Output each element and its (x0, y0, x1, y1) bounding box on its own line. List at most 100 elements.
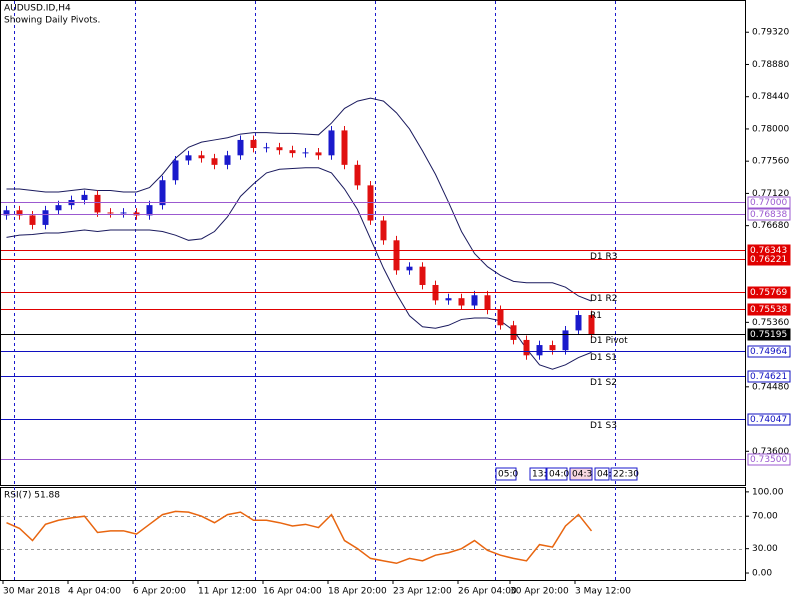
price-box-label: 0.76221 (750, 255, 787, 265)
candle-body (107, 212, 114, 214)
x-tick-label: 23 Apr 12:00 (393, 587, 452, 597)
pivot-label: D1 S1 (590, 353, 617, 363)
price-box-label: 0.77000 (750, 198, 787, 208)
candle-body (406, 266, 413, 271)
x-tick-label: 4 Apr 04:00 (68, 587, 121, 597)
candle-body (549, 345, 556, 351)
price-box-label: 0.75538 (750, 305, 787, 315)
candle-body (380, 220, 387, 241)
pivot-label: D1 S2 (590, 378, 617, 388)
x-tick-label: 18 Apr 20:00 (328, 587, 387, 597)
candle-body (523, 339, 530, 356)
candle-body (471, 295, 478, 306)
y-tick-label: 0.77120 (752, 189, 789, 199)
time-label: 13:0 (532, 470, 552, 480)
candle-body (458, 298, 465, 306)
candle-body (276, 147, 283, 151)
candle-body (419, 266, 426, 285)
chart-subtitle: Showing Daily Pivots. (4, 16, 100, 26)
price-box (747, 328, 791, 341)
y-tick-label: 0.74480 (752, 382, 789, 392)
candle-body (302, 152, 309, 154)
time-box (529, 467, 547, 481)
candle-body (120, 212, 127, 214)
price-box (747, 303, 791, 316)
y-tick-label: 0.76680 (752, 221, 789, 231)
separators (14, 1, 616, 580)
candle-body (393, 240, 400, 271)
candle-body (94, 194, 101, 213)
x-tick-label: 6 Apr 20:00 (133, 587, 186, 597)
price-box-label: 0.75769 (750, 288, 787, 298)
time-box (610, 467, 638, 481)
candle-body (42, 210, 49, 225)
price-box-label: 0.76838 (750, 210, 787, 220)
candle-body (16, 210, 23, 216)
candle-body (588, 315, 595, 335)
time-label: 04:0 (549, 470, 569, 480)
pivot-label: D1 Pivot (590, 336, 628, 346)
candle-body (250, 139, 257, 148)
candle-body (211, 158, 218, 165)
y-tick-label: 0.73600 (752, 447, 789, 457)
candle-body (341, 130, 348, 165)
candle-body (172, 160, 179, 181)
candle-body (146, 205, 153, 216)
candle-body (445, 298, 452, 301)
candle-body (159, 180, 166, 206)
time-label: 05:0 (498, 470, 518, 480)
time-box (546, 467, 568, 481)
candle-body (562, 330, 569, 351)
y-tick-label: 0.78440 (752, 92, 789, 102)
pivot-label: R1 (590, 311, 602, 321)
y-tick-label: 100.00 (752, 487, 784, 497)
x-tick-label: 26 Apr 04:00 (458, 587, 517, 597)
x-tick-label: 30 Mar 2018 (3, 587, 60, 597)
candle-body (224, 155, 231, 165)
bollinger-band (6, 97, 592, 302)
candle-body (510, 325, 517, 340)
time-label: 22:30 (613, 470, 639, 480)
candle-body (3, 210, 10, 216)
candle-body (237, 139, 244, 156)
candle-body (315, 152, 322, 156)
time-box (594, 467, 610, 481)
pivot-label: D1 S3 (590, 421, 617, 431)
time-box (569, 467, 593, 481)
time-label: 04:3 (572, 470, 592, 480)
price-box-label: 0.74047 (750, 415, 787, 425)
price-box (747, 253, 791, 266)
price-box (747, 413, 791, 426)
pivot-label: D1 R2 (590, 294, 618, 304)
price-box-label: 0.76343 (750, 246, 787, 256)
price-box (747, 370, 791, 383)
candle-body (289, 150, 296, 154)
candle-body (536, 345, 543, 356)
price-box (747, 208, 791, 221)
candle-body (55, 205, 62, 211)
candle-body (29, 215, 36, 225)
rsi-line (6, 510, 593, 565)
price-box (747, 453, 791, 466)
price-box-label: 0.75195 (750, 330, 787, 340)
candle-body (497, 309, 504, 326)
pivot-label: D1 R3 (590, 252, 618, 262)
candle-body (263, 147, 270, 149)
price-box (747, 196, 791, 209)
price-box-label: 0.74964 (750, 347, 787, 357)
time-box (495, 467, 517, 481)
x-tick-label: 3 May 12:00 (575, 587, 631, 597)
x-tick-label: 16 Apr 04:00 (263, 587, 322, 597)
x-tick-label: 11 Apr 12:00 (198, 587, 257, 597)
chart-title: AUDUSD.ID,H4 (4, 4, 71, 14)
price-panel (0, 0, 746, 486)
candle-body (185, 155, 192, 161)
time-label: 04: (597, 470, 611, 480)
y-tick-label: 70.00 (752, 512, 778, 522)
candle-body (484, 295, 491, 310)
price-box-label: 0.74621 (750, 372, 787, 382)
x-tick-label: 30 Apr 20:00 (510, 587, 569, 597)
price-box (747, 286, 791, 299)
candle-body (354, 164, 361, 186)
